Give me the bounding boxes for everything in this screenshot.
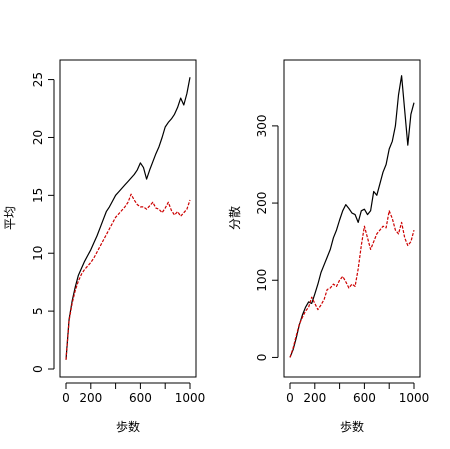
y-tick-label: 100 [255, 269, 269, 292]
y-tick-label: 10 [31, 246, 45, 261]
y-tick-label: 20 [31, 130, 45, 145]
y-tick-label: 25 [31, 72, 45, 87]
x-tick-label: 600 [353, 391, 376, 405]
y-tick-label: 15 [31, 188, 45, 203]
plot-frame [283, 59, 421, 378]
series-line-black [65, 77, 191, 360]
x-tick-label: 0 [286, 391, 294, 405]
x-tick-label: 0 [62, 391, 70, 405]
series-line-red-dashed [289, 210, 415, 358]
plot-frame [59, 59, 197, 378]
y-tick-label: 0 [255, 354, 269, 362]
mean-panel: 0 200 600 1000 0 5 10 15 20 25 歩数 平均 [3, 59, 206, 434]
y-tick-label: 200 [255, 192, 269, 215]
y-tick-label: 5 [31, 307, 45, 315]
y-axis-title: 分散 [227, 206, 242, 230]
series-line-red-dashed [65, 193, 191, 360]
x-tick-label: 1000 [175, 391, 206, 405]
x-tick-label: 600 [129, 391, 152, 405]
variance-panel: 0 200 600 1000 0 100 200 300 歩数 分散 [227, 59, 430, 434]
y-tick-label: 0 [31, 365, 45, 373]
y-axis-title: 平均 [3, 206, 17, 230]
x-axis-title: 歩数 [340, 419, 364, 434]
x-tick-label: 200 [303, 391, 326, 405]
x-tick-label: 200 [79, 391, 102, 405]
y-tick-label: 300 [255, 114, 269, 137]
series-line-black [289, 75, 415, 358]
x-axis-title: 歩数 [116, 419, 140, 434]
x-tick-label: 1000 [399, 391, 430, 405]
